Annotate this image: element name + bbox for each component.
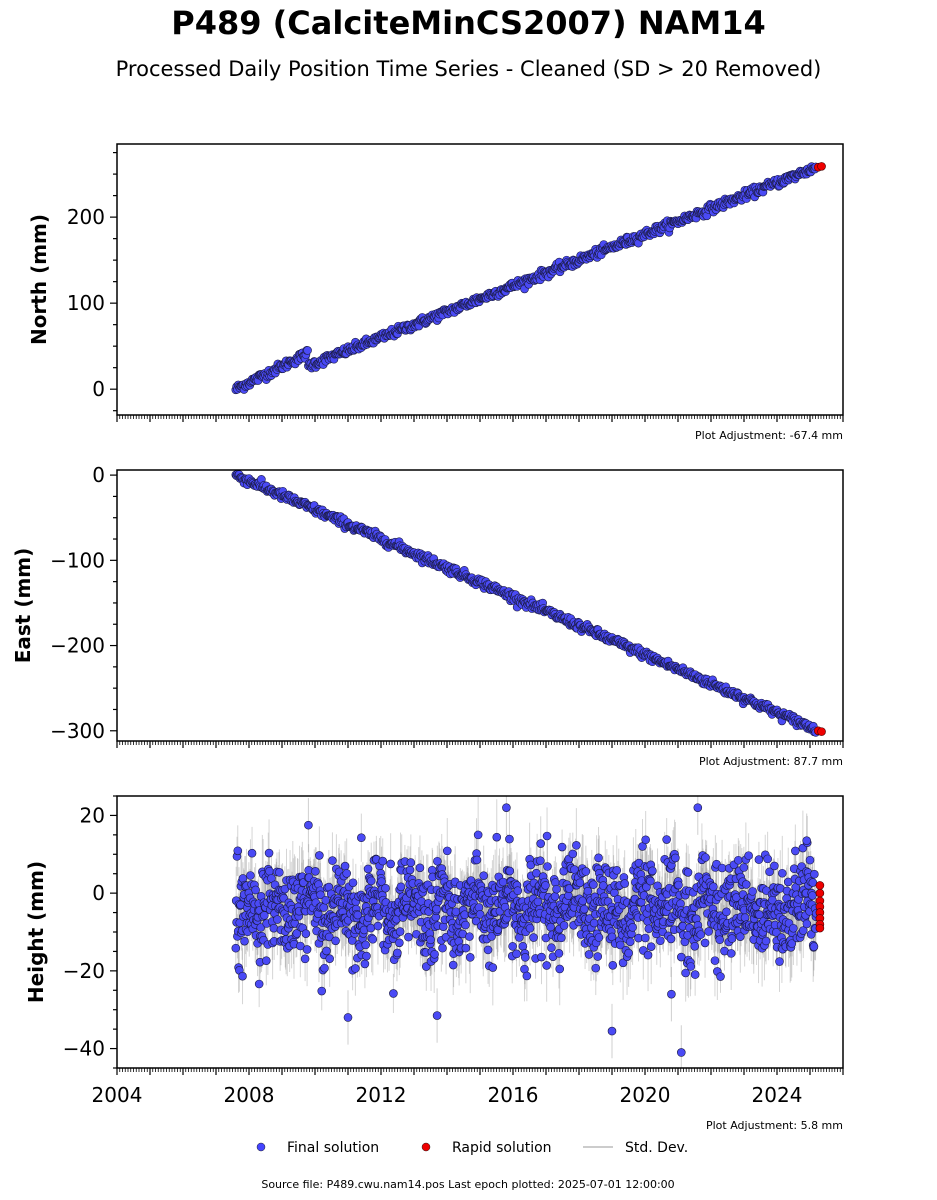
final-solution-points — [231, 162, 821, 395]
axes-frame — [116, 143, 844, 416]
final-point — [261, 956, 271, 965]
final-point — [256, 923, 266, 932]
final-point — [264, 848, 274, 858]
figure-subtitle: Processed Daily Position Time Series - C… — [115, 57, 822, 81]
plot-area-east — [231, 470, 826, 737]
final-point — [269, 923, 279, 933]
y-tick-label: −300 — [50, 719, 105, 743]
y-axis-label: East (mm) — [11, 548, 35, 664]
final-point — [275, 868, 284, 877]
rapid-point — [817, 162, 826, 171]
figure-title: P489 (CalciteMinCS2007) NAM14 — [171, 4, 766, 42]
final-solution-points — [231, 470, 821, 737]
final-solution-points — [231, 803, 821, 1057]
final-point — [303, 346, 312, 355]
final-point — [251, 885, 260, 895]
y-tick-label: 0 — [92, 377, 105, 401]
panel-east: 0 −100 −200 −300 East (mm) Plot Adjustment: 8… — [11, 463, 844, 768]
plot-area-height — [231, 796, 825, 1068]
rapid-solution-points — [813, 162, 826, 172]
rapid-solution-points — [813, 726, 826, 736]
final-point — [233, 846, 243, 856]
final-point — [240, 936, 249, 946]
final-point — [246, 871, 255, 880]
final-point — [231, 943, 241, 953]
rapid-point — [817, 727, 826, 736]
final-point — [265, 866, 274, 876]
y-tick-label: −100 — [50, 548, 105, 572]
final-point — [238, 971, 247, 981]
y-tick-label: 200 — [67, 205, 105, 229]
y-tick-label: 0 — [92, 463, 105, 487]
final-point — [267, 874, 276, 883]
plot-area-north — [231, 162, 826, 395]
plot-adjustment-label: Plot Adjustment: -67.4 mm — [695, 429, 843, 442]
plot-adjustment-label: Plot Adjustment: 87.7 mm — [699, 755, 843, 768]
panel-north: 0 100 200 North (mm) Plot Adjustment: -67.4 … — [27, 143, 844, 442]
panels: 0 100 200 North (mm) Plot Adjustment: -67.4 … — [11, 143, 844, 1132]
final-point — [254, 979, 264, 989]
y-tick-label: −200 — [50, 634, 105, 658]
final-point — [247, 848, 257, 858]
final-point — [273, 915, 282, 924]
y-tick-label: 100 — [67, 291, 105, 315]
y-axis-label: North (mm) — [27, 214, 51, 345]
